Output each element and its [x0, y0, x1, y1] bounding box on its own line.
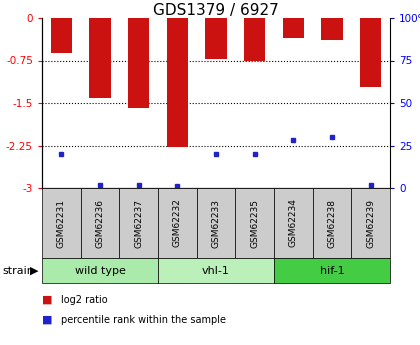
Bar: [283, 18, 304, 38]
Text: ■: ■: [42, 315, 52, 325]
Bar: [158, 258, 274, 283]
Text: GSM62237: GSM62237: [134, 198, 143, 247]
Text: GSM62238: GSM62238: [328, 198, 336, 247]
Text: percentile rank within the sample: percentile rank within the sample: [61, 315, 226, 325]
Text: GSM62232: GSM62232: [173, 199, 182, 247]
Text: GSM62231: GSM62231: [57, 198, 66, 247]
Text: hif-1: hif-1: [320, 266, 344, 276]
Bar: [274, 258, 390, 283]
Bar: [42, 258, 158, 283]
Bar: [312, 188, 352, 258]
Bar: [42, 188, 81, 258]
Bar: [81, 188, 119, 258]
Text: strain: strain: [2, 266, 34, 276]
Text: GSM62233: GSM62233: [212, 198, 220, 247]
Text: ▶: ▶: [30, 266, 39, 276]
Bar: [128, 18, 149, 108]
Bar: [235, 188, 274, 258]
Text: GDS1379 / 6927: GDS1379 / 6927: [153, 3, 279, 18]
Text: ■: ■: [42, 295, 52, 305]
Bar: [205, 18, 227, 59]
Text: log2 ratio: log2 ratio: [61, 295, 108, 305]
Bar: [360, 18, 381, 87]
Text: GSM62239: GSM62239: [366, 198, 375, 247]
Text: vhl-1: vhl-1: [202, 266, 230, 276]
Bar: [197, 188, 235, 258]
Text: GSM62236: GSM62236: [95, 198, 105, 247]
Bar: [51, 18, 72, 53]
Text: GSM62235: GSM62235: [250, 198, 259, 247]
Bar: [158, 188, 197, 258]
Text: wild type: wild type: [75, 266, 126, 276]
Bar: [244, 18, 265, 60]
Bar: [119, 188, 158, 258]
Bar: [274, 188, 312, 258]
Bar: [321, 18, 343, 40]
Bar: [352, 188, 390, 258]
Bar: [167, 18, 188, 147]
Bar: [89, 18, 110, 98]
Text: GSM62234: GSM62234: [289, 199, 298, 247]
